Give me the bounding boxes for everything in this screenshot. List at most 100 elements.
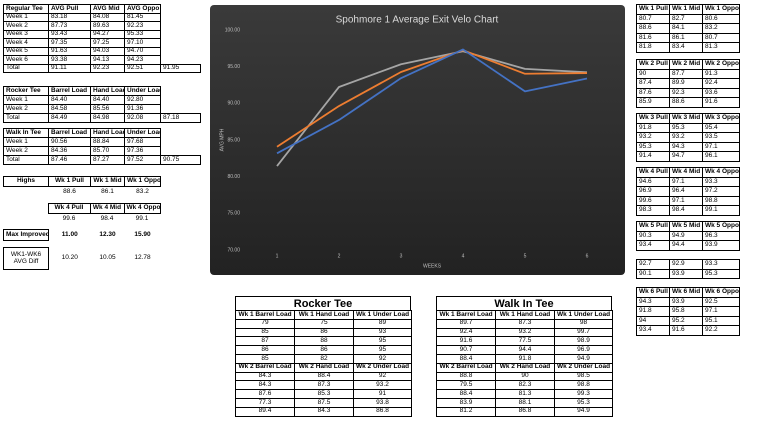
cell: 93.2 xyxy=(669,132,703,143)
cell: 91.6 xyxy=(669,325,703,336)
cell: 81.3 xyxy=(495,389,555,399)
cell: 94.4 xyxy=(669,240,703,251)
cell: Hand Load xyxy=(90,128,125,138)
cell: 88.8 xyxy=(436,371,496,382)
cell: 95 xyxy=(353,345,412,355)
cell: Wk 2 Pull xyxy=(636,59,670,70)
table-row: 89.7 87.3 98 xyxy=(436,318,613,329)
table-row: 79.5 82.3 98.8 xyxy=(436,380,613,391)
cell: Week 1 xyxy=(3,95,49,105)
cell: 92 xyxy=(353,353,412,364)
cell: Total xyxy=(3,113,49,123)
table-row: 96.9 96.4 97.2 xyxy=(636,186,740,197)
cell: 93.3 xyxy=(702,176,740,187)
cell: 97.68 xyxy=(124,137,161,147)
cell: Wk 2 Oppo xyxy=(702,59,740,70)
table-row: Walk In Tee Barrel Load Hand Load Under Loa… xyxy=(3,128,201,138)
cell: 95.8 xyxy=(669,306,703,317)
cell: 88.6 xyxy=(636,23,670,34)
cell: Week 3 xyxy=(3,29,49,39)
cell: 99.1 xyxy=(135,214,149,222)
cell: 94.3 xyxy=(636,296,670,307)
table-row: 91.4 94.7 96.1 xyxy=(636,151,740,162)
cell: Wk 6 Oppo xyxy=(702,287,740,298)
cell: 90.1 xyxy=(636,268,670,279)
cell xyxy=(670,250,703,260)
cell: AVG Pull xyxy=(48,4,91,14)
cell: 94 xyxy=(636,315,670,326)
cell xyxy=(161,22,201,31)
table-row: Regular Tee AVG Pull AVG Mid AVG Oppo xyxy=(3,4,201,14)
cell: 88.4 xyxy=(294,371,354,382)
cell: 91.95 xyxy=(160,63,201,73)
cell: 97.2 xyxy=(702,186,740,197)
table-row: Wk 2 Barrel Load Wk 2 Hand Load Wk 2 Under… xyxy=(235,362,412,373)
cell: 97.1 xyxy=(669,176,703,187)
x-tick-label: 6 xyxy=(586,253,589,259)
chart-title: Spohmore 1 Average Exit Velo Chart xyxy=(336,15,499,26)
cell: Total xyxy=(3,155,49,165)
table: Wk 5 Pull Wk 5 Mid Wk 5 Oppo 90.3 94.9 96.3 93… xyxy=(636,221,740,279)
cell: 97.36 xyxy=(124,146,161,156)
cell: 83.4 xyxy=(669,42,703,53)
cell: 92.5 xyxy=(702,296,740,307)
cell: Wk 1 Hand Load xyxy=(294,310,354,320)
series-line xyxy=(276,49,588,148)
cell: 98.5 xyxy=(554,371,613,382)
cell: Under Load xyxy=(124,86,161,96)
cell: 91.6 xyxy=(702,97,740,108)
cell: Walk In Tee xyxy=(3,128,49,138)
cell: 94.7 xyxy=(669,151,703,162)
table-row: 90 87.7 91.3 xyxy=(636,68,740,79)
cell xyxy=(161,39,201,48)
cell: 81.8 xyxy=(636,42,670,53)
cell: 98.3 xyxy=(636,205,670,216)
table-row: Wk 2 Pull Wk 2 Mid Wk 2 Oppo xyxy=(636,59,740,70)
y-tick-label: 75.00 xyxy=(227,211,240,217)
cell: 95.3 xyxy=(554,397,613,408)
cell xyxy=(161,13,201,22)
cell: 91 xyxy=(353,389,412,399)
table-row: 94.6 97.1 93.3 xyxy=(636,176,740,187)
cell: 90.75 xyxy=(160,155,201,165)
cell: Wk 2 Mid xyxy=(669,59,703,70)
cell: 87.6 xyxy=(636,87,670,98)
table: WK1-WK6 AVG Diff 10.20 10.05 12.78 xyxy=(3,247,161,270)
cell: 88.6 xyxy=(669,97,703,108)
cell: 87.4 xyxy=(636,78,670,89)
cell: Wk 1 Oppo xyxy=(702,4,740,15)
table: Wk 1 Barrel Load Wk 1 Hand Load Wk 1 Under… xyxy=(436,310,613,417)
cell: 90.7 xyxy=(436,345,496,355)
table: Highs Wk 1 Pull Wk 1 Mid Wk 1 Oppo 88.6 86.1 8… xyxy=(3,176,161,197)
cell: 86 xyxy=(294,327,354,338)
cell: Wk 1 Hand Load xyxy=(495,310,555,320)
x-tick-label: 4 xyxy=(462,253,465,259)
cell xyxy=(161,96,201,105)
cell: 10.20 xyxy=(61,254,78,262)
table-row: Wk 1 Barrel Load Wk 1 Hand Load Wk 1 Under… xyxy=(436,310,613,320)
cell: Regular Tee xyxy=(3,4,49,14)
cell xyxy=(161,47,201,56)
table-row: 90.3 94.9 96.3 xyxy=(636,230,740,241)
cell: 99.6 xyxy=(636,195,670,206)
cell: AVG Oppo xyxy=(124,4,161,14)
table-row: Total 84.49 84.98 92.08 87.18 xyxy=(3,113,201,123)
cell xyxy=(161,105,201,114)
chart: Spohmore 1 Average Exit Velo Chart AVG M… xyxy=(210,5,625,275)
table-row: WK1-WK6 AVG Diff 10.20 10.05 12.78 xyxy=(3,247,161,270)
cell: 92.4 xyxy=(436,327,496,338)
cell: 84.3 xyxy=(235,371,295,382)
cell: Wk 5 Pull xyxy=(636,221,670,232)
table-row: Highs Wk 1 Pull Wk 1 Mid Wk 1 Oppo xyxy=(3,176,161,187)
cell: Wk 1 Mid xyxy=(669,4,703,15)
table-row: 91.6 77.5 98.9 xyxy=(436,336,613,347)
table-row: 81.2 86.8 94.9 xyxy=(436,406,613,417)
cell xyxy=(161,129,201,138)
cell: 84.58 xyxy=(48,104,91,114)
cell: 92.9 xyxy=(669,259,703,270)
cell: 86 xyxy=(235,345,295,355)
cell: 96.9 xyxy=(636,186,670,197)
table-row: Week 2 84.58 85.56 91.36 xyxy=(3,104,201,114)
x-tick-label: 2 xyxy=(338,253,341,259)
